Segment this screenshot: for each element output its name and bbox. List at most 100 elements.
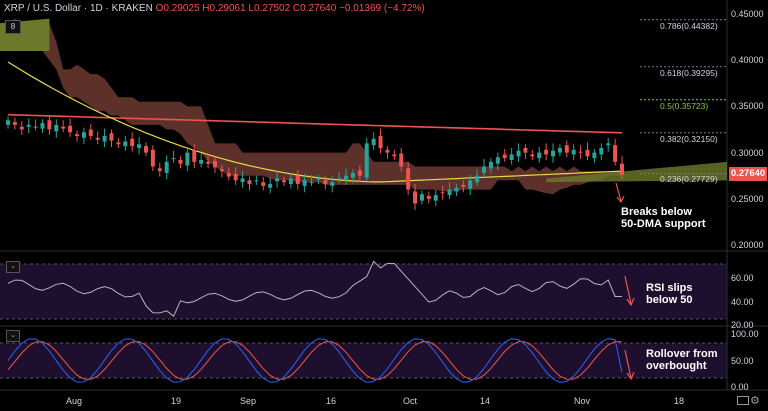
- candle-body: [516, 150, 521, 157]
- stoch-pane-menu-icon[interactable]: ⌄: [6, 330, 20, 342]
- rsi-pane-menu-icon[interactable]: ⌄: [6, 261, 20, 273]
- candle-body: [116, 142, 121, 145]
- candle-body: [461, 184, 466, 187]
- candle-body: [571, 149, 576, 155]
- candle-body: [551, 150, 556, 157]
- candle-body: [68, 125, 73, 133]
- fib-label-382: 0.382(0.32150): [660, 134, 718, 144]
- candle-body: [502, 154, 507, 159]
- candle-body: [482, 166, 487, 173]
- price-change: −0.01369 (−4.72%): [339, 3, 425, 14]
- candle-body: [488, 161, 493, 169]
- candle-body: [544, 149, 549, 155]
- time-axis-label: 14: [480, 396, 491, 406]
- camera-icon[interactable]: [737, 396, 749, 405]
- time-axis-label: Oct: [403, 396, 418, 406]
- candle-body: [26, 124, 31, 127]
- candle-body: [371, 138, 376, 146]
- stoch-annotation-line1: Rollover from: [646, 348, 718, 360]
- gear-icon[interactable]: ⚙: [750, 395, 760, 407]
- time-axis-label: 18: [674, 396, 685, 406]
- time-axis-label: Sep: [240, 396, 257, 406]
- candle-body: [192, 149, 197, 162]
- collapse-indicators-button[interactable]: 8: [5, 20, 21, 34]
- price-axis-label: 0.30000: [731, 148, 764, 158]
- rsi-annotation-line1: RSI slips: [646, 282, 693, 294]
- candle-body: [233, 173, 238, 181]
- candle-body: [6, 120, 10, 125]
- candle-body: [295, 175, 300, 185]
- candle-body: [102, 135, 107, 142]
- candle-body: [240, 178, 245, 183]
- stoch-axis-label: 100.00: [731, 329, 759, 339]
- candle-body: [88, 129, 93, 136]
- candle-body: [337, 178, 342, 180]
- time-axis-label: 16: [326, 396, 337, 406]
- candle-body: [344, 175, 349, 181]
- candle-body: [33, 126, 38, 128]
- cloud-fill: [8, 18, 622, 195]
- candles: [6, 115, 624, 210]
- stoch-axis-label: 0.00: [731, 382, 749, 392]
- candle-body: [171, 158, 176, 160]
- candle-body: [61, 126, 66, 129]
- stoch-arrow: [624, 349, 632, 379]
- chart-header: XRP / U.S. Dollar · 1D · KRAKEN O0.29025…: [4, 3, 425, 14]
- stoch-d-line: [7, 340, 623, 380]
- candle-body: [509, 154, 514, 160]
- candle-body: [592, 152, 597, 159]
- stoch-arrow-head: [626, 371, 635, 381]
- price-axis-label: 0.25000: [731, 194, 764, 204]
- candle-body: [288, 178, 293, 185]
- stoch-axis-label: 50.00: [731, 356, 754, 366]
- rsi-axis-label: 20.00: [731, 320, 754, 330]
- candle-body: [454, 187, 459, 192]
- rsi-arrow: [624, 275, 632, 305]
- candle-body: [350, 172, 355, 178]
- candle-body: [613, 145, 618, 162]
- candle-body: [81, 132, 86, 138]
- rsi-annotation: RSI slips below 50: [646, 282, 692, 306]
- candle-body: [130, 138, 135, 147]
- cloud-lead-fill: [546, 161, 727, 183]
- candle-body: [440, 192, 445, 194]
- candle-body: [364, 143, 369, 178]
- candle-body: [302, 180, 307, 186]
- candle-body: [157, 168, 162, 172]
- fib-label-5: 0.5(0.35723): [660, 101, 709, 111]
- candle-body: [12, 122, 17, 125]
- price-axis-label: 0.20000: [731, 240, 764, 250]
- candle-body: [447, 189, 452, 196]
- rsi-axis-label: 40.00: [731, 297, 754, 307]
- main-arrow: [615, 182, 622, 202]
- main-annotation-line1: Breaks below: [621, 206, 692, 218]
- candle-body: [495, 157, 500, 164]
- rsi-annotation-line2: below 50: [646, 294, 693, 306]
- fib-lines: [640, 19, 727, 175]
- stoch-annotation: Rollover from overbought: [646, 348, 718, 372]
- stoch-annotation-line2: overbought: [646, 360, 707, 372]
- candle-body: [599, 147, 604, 155]
- time-axis-label: Aug: [66, 396, 83, 406]
- candle-body: [137, 144, 142, 148]
- time-axis-label: Nov: [574, 396, 591, 406]
- candle-body: [143, 146, 148, 153]
- rsi-axis-label: 60.00: [731, 273, 754, 283]
- ohlc-values: O0.29025 H0.29061 L0.27502 C0.27640: [155, 3, 337, 14]
- time-axis-label: 19: [171, 396, 182, 406]
- candle-body: [330, 182, 335, 186]
- candle-body: [316, 178, 321, 180]
- interval[interactable]: 1D: [89, 3, 103, 14]
- candle-body: [281, 180, 286, 183]
- candle-body: [433, 195, 438, 201]
- candle-body: [557, 147, 562, 153]
- ichimoku-cloud: [0, 18, 727, 195]
- candle-body: [95, 137, 100, 140]
- candle-body: [226, 172, 231, 177]
- symbol-name[interactable]: XRP / U.S. Dollar: [4, 3, 82, 14]
- exchange: KRAKEN: [111, 3, 153, 14]
- current-price-tag: 0.27640: [729, 167, 767, 181]
- candle-body: [468, 180, 473, 189]
- candle-body: [399, 153, 404, 167]
